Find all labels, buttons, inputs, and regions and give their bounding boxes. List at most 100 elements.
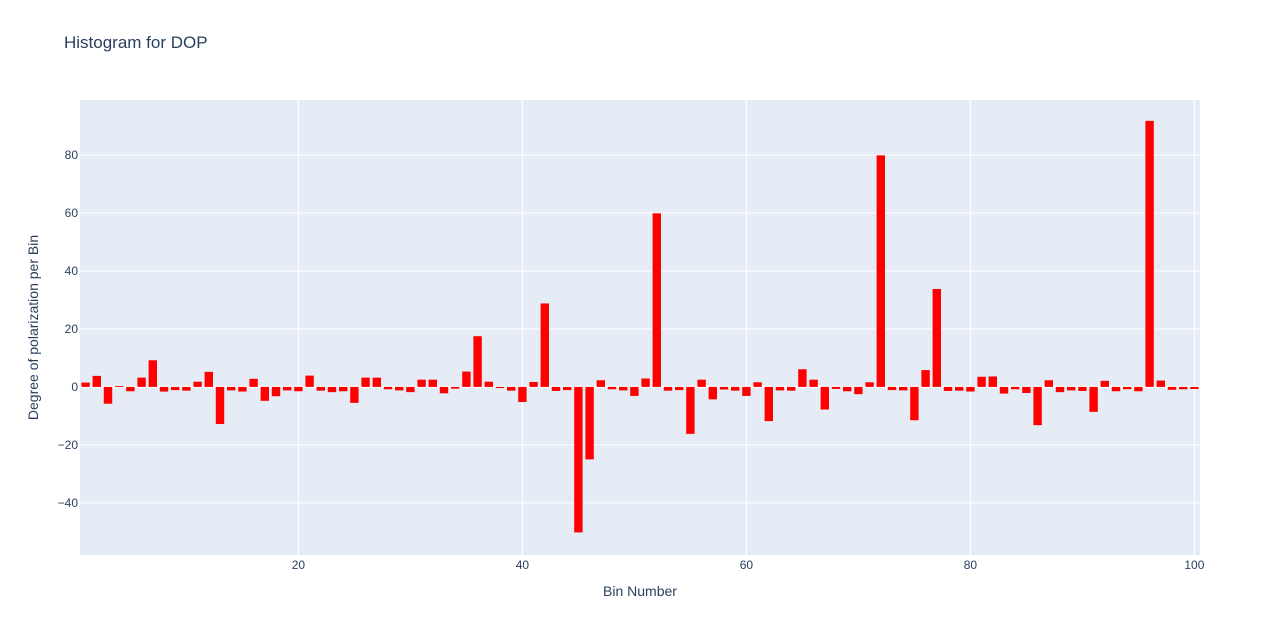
bar: [204, 371, 213, 387]
bar: [1055, 386, 1065, 393]
bar: [630, 386, 639, 396]
bar: [1179, 386, 1188, 390]
bar: [988, 376, 997, 387]
bar: [1111, 386, 1121, 392]
bar: [697, 379, 706, 387]
y-tick-label: 0: [71, 380, 78, 394]
bar: [563, 386, 572, 391]
bar: [1033, 386, 1042, 426]
bar: [719, 386, 729, 390]
bar: [540, 303, 549, 387]
bar: [708, 386, 717, 400]
bar: [260, 386, 269, 401]
bar: [753, 382, 762, 387]
bar: [585, 386, 594, 460]
bar: [462, 371, 471, 387]
bar: [507, 386, 516, 391]
bar: [339, 386, 348, 392]
x-tick-label: 60: [740, 558, 754, 572]
y-tick-label: −20: [58, 438, 79, 452]
bar: [843, 386, 852, 392]
bar: [675, 386, 684, 391]
bar: [775, 386, 785, 391]
bar: [406, 386, 415, 393]
y-tick-label: −40: [58, 496, 79, 510]
bar: [1067, 386, 1076, 391]
bar: [607, 386, 617, 390]
bar: [495, 386, 505, 389]
bar: [327, 386, 337, 393]
bar: [1190, 386, 1199, 389]
bar: [686, 386, 695, 434]
bar: [787, 386, 796, 391]
bar: [1022, 386, 1031, 393]
bar: [663, 386, 673, 391]
bar: [81, 382, 90, 387]
bars: [81, 120, 1199, 533]
bar: [943, 386, 953, 391]
bar: [865, 382, 874, 387]
bar: [742, 386, 751, 396]
bar: [417, 379, 426, 387]
bar: [473, 336, 482, 387]
bar: [484, 381, 493, 387]
bar: [977, 376, 986, 387]
bar: [955, 386, 964, 391]
bar: [227, 386, 236, 391]
bar: [809, 379, 818, 387]
bar: [966, 386, 975, 392]
x-axis-title: Bin Number: [603, 583, 677, 599]
bar: [921, 370, 930, 387]
bar: [1134, 386, 1143, 392]
bar: [899, 386, 908, 391]
x-axis-ticks: 20 40 60 80 100: [292, 558, 1205, 572]
bar: [887, 386, 897, 391]
x-tick-label: 100: [1184, 558, 1204, 572]
bar: [1078, 386, 1087, 391]
bar: [238, 386, 247, 392]
bar: [574, 386, 583, 533]
bar: [305, 375, 314, 387]
bar: [831, 386, 841, 389]
y-tick-label: 20: [65, 322, 79, 336]
bar: [1156, 380, 1165, 387]
bar: [876, 155, 885, 387]
bar: [1123, 386, 1132, 390]
y-tick-label: 60: [65, 206, 79, 220]
bar: [641, 378, 650, 387]
bar: [249, 378, 258, 387]
bar: [148, 360, 157, 387]
y-tick-label: 80: [65, 148, 79, 162]
bar: [1089, 386, 1098, 412]
bar: [361, 377, 370, 387]
x-tick-label: 20: [292, 558, 306, 572]
bar: [103, 386, 113, 404]
chart-title: Histogram for DOP: [64, 33, 208, 52]
bar: [551, 386, 561, 391]
bar: [271, 386, 281, 397]
bar: [518, 386, 527, 402]
bar: [1100, 380, 1109, 387]
bar: [383, 386, 393, 390]
bar: [1011, 386, 1020, 390]
bar: [731, 386, 740, 391]
bar: [115, 386, 124, 387]
bar: [171, 386, 180, 391]
bar: [92, 375, 101, 387]
bar: [182, 386, 191, 391]
bar: [215, 386, 225, 425]
bar: [932, 288, 941, 387]
bar: [451, 386, 460, 389]
bar: [798, 369, 807, 387]
plot-background: [80, 100, 1200, 555]
bar: [1044, 380, 1053, 387]
x-tick-label: 40: [516, 558, 530, 572]
bar: [596, 380, 605, 387]
x-tick-label: 80: [964, 558, 978, 572]
bar: [999, 386, 1009, 394]
bar: [764, 386, 773, 422]
bar: [854, 386, 863, 395]
bar: [820, 386, 829, 410]
y-tick-label: 40: [65, 264, 79, 278]
bar: [910, 386, 919, 421]
